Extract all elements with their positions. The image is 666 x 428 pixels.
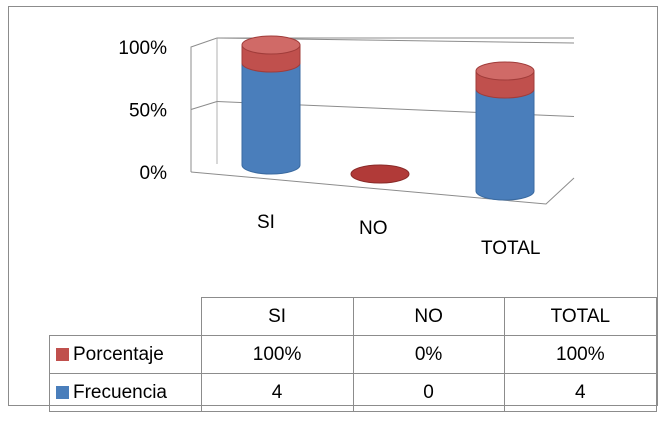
table-header-no: NO [352,297,505,336]
chart-frame: 0% 50% 100% SI NO TOTAL SI NO TOTAL Porcentaj… [8,6,658,412]
bar-top-si [241,35,301,55]
legend-label-porcentaje: Porcentaje [73,343,164,365]
gridline-side [190,101,218,110]
table-cell: 0% [352,335,505,374]
y-tick-label: 50% [129,101,167,122]
chart-plot: 0% 50% 100% SI NO TOTAL [118,35,575,259]
table-row-porcentaje: Porcentaje 100% 0% 100% [49,335,658,374]
table-header-si: SI [200,297,354,336]
x-tick-label: TOTAL [481,238,540,259]
table-cell: 4 [503,373,658,412]
table-cell: 0 [352,373,505,412]
data-table: SI NO TOTAL Porcentaje 100% 0% 100% Frec… [49,297,658,412]
table-cell: 100% [200,335,354,374]
table-header-total: TOTAL [503,297,658,336]
table-row-frecuencia: Frecuencia 4 0 4 [49,373,658,412]
table-corner [50,298,202,336]
floor-edge [190,171,575,205]
bar-frecuencia-total [475,88,535,201]
bar-frecuencia-si [241,62,301,175]
table-cell: 4 [200,373,354,412]
legend-label-frecuencia: Frecuencia [73,381,167,403]
y-tick-label: 100% [118,38,167,59]
bar-no-base [350,164,410,184]
bar-top-total [475,61,535,81]
table-cell: 100% [503,335,658,374]
legend-swatch-frecuencia [56,385,69,399]
table-header-row: SI NO TOTAL [50,297,658,336]
legend-porcentaje: Porcentaje [49,335,202,374]
legend-frecuencia: Frecuencia [49,373,202,412]
x-tick-label: NO [359,218,388,239]
legend-swatch-porcentaje [56,347,69,361]
x-tick-label: SI [257,212,275,233]
y-tick-label: 0% [140,163,168,184]
